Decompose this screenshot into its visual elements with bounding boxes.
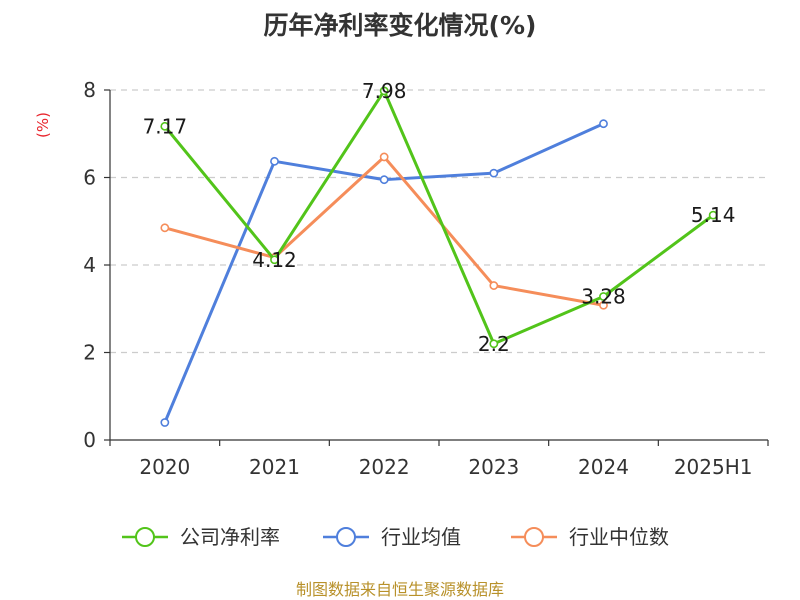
data-point xyxy=(489,281,499,290)
legend-item: 行业中位数 xyxy=(511,525,669,549)
data-label: 4.12 xyxy=(252,248,297,272)
series-1 xyxy=(160,119,608,427)
x-tick-label: 2020 xyxy=(139,455,190,479)
data-label: 7.98 xyxy=(362,79,407,103)
data-point xyxy=(160,223,170,233)
legend-label: 行业均值 xyxy=(381,525,461,549)
legend-label: 公司净利率 xyxy=(180,525,280,549)
series-0 xyxy=(160,86,718,349)
series-group xyxy=(160,86,718,427)
data-point xyxy=(160,418,170,427)
legend-marker xyxy=(135,527,155,547)
data-point xyxy=(599,292,608,301)
data-label: 2.2 xyxy=(478,332,510,356)
data-label: 3.28 xyxy=(581,285,626,309)
series-line xyxy=(163,89,715,346)
source-note: 制图数据来自恒生聚源数据库 xyxy=(296,580,504,599)
x-tick-label: 2024 xyxy=(578,455,629,479)
data-point xyxy=(160,121,170,131)
y-tick-label: 6 xyxy=(83,166,96,190)
data-point xyxy=(489,339,499,349)
data-point xyxy=(599,119,608,129)
series-line xyxy=(163,122,605,424)
data-point xyxy=(599,300,608,310)
data-point xyxy=(379,175,389,185)
y-tick-label: 4 xyxy=(83,253,96,277)
x-tick-label: 2023 xyxy=(468,455,519,479)
data-point xyxy=(379,86,389,96)
x-tick-label: 2021 xyxy=(249,455,300,479)
y-tick-label: 2 xyxy=(83,341,96,365)
data-point xyxy=(270,255,279,265)
data-label: 5.14 xyxy=(691,203,736,227)
data-labels: 7.17 4.12 7.98 2.2 3.28 5.14 xyxy=(143,79,736,356)
legend: 公司净利率 行业均值 行业中位数 xyxy=(122,525,669,549)
data-point xyxy=(270,156,279,166)
legend-item: 行业均值 xyxy=(323,525,461,549)
x-tick-label: 2025H1 xyxy=(674,455,753,479)
y-axis-label: (%) xyxy=(34,112,52,138)
x-tick-label: 2022 xyxy=(359,455,410,479)
y-tick-label: 0 xyxy=(83,428,96,452)
y-tick-label: 8 xyxy=(83,78,96,102)
legend-marker xyxy=(524,527,544,547)
legend-label: 行业中位数 xyxy=(569,525,669,549)
data-point xyxy=(379,152,389,162)
chart-title: 历年净利率变化情况(%) xyxy=(264,11,537,40)
data-point xyxy=(708,210,718,220)
legend-marker xyxy=(336,527,356,547)
data-point xyxy=(489,168,499,178)
axes: 0 2 4 6 8 2020 2021 2022 2023 2024 2025H1 xyxy=(83,78,769,479)
legend-item: 公司净利率 xyxy=(122,525,280,549)
data-label: 7.17 xyxy=(143,114,188,138)
